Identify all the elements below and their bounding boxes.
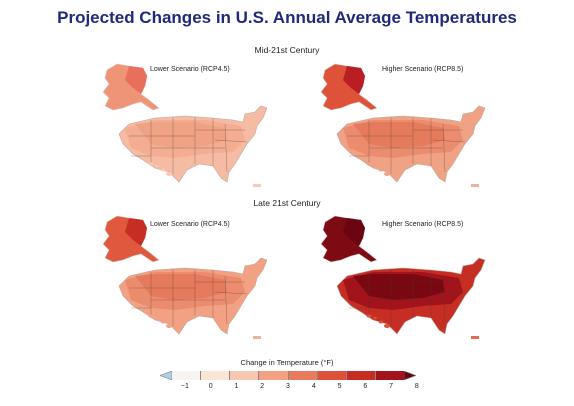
legend-color-bar [172, 371, 404, 380]
legend-swatch [230, 371, 260, 380]
legend-ticks: −1 0 1 2 3 4 5 6 7 8 [172, 383, 419, 395]
hawaii-island [373, 316, 377, 320]
conus-group [336, 257, 486, 335]
legend-swatch [375, 371, 404, 380]
state-border [432, 291, 466, 295]
hawaii-island [160, 168, 166, 172]
map-group [102, 63, 268, 187]
hawaii-island [378, 168, 384, 172]
hawaii-island [166, 324, 172, 328]
state-border [214, 291, 248, 295]
legend-arrow-left-icon [160, 371, 172, 380]
legend-tick-label: 0 [208, 383, 213, 390]
state-border [442, 123, 446, 173]
puerto-rico [253, 336, 261, 339]
hawaii-island [155, 164, 159, 168]
hawaii-island [366, 314, 372, 318]
scenario-label: Higher Scenario (RCP8.5) [382, 221, 464, 228]
section-label-mid-century: Mid-21st Century [254, 45, 320, 55]
hawaii-island [148, 162, 154, 166]
conus-temperature-band [353, 274, 445, 300]
state-border [224, 275, 228, 325]
legend-tick-label: 5 [337, 383, 342, 390]
conus-group [118, 257, 268, 335]
hawaii-island [160, 320, 166, 324]
alaska-warm-zone [343, 66, 365, 94]
conus-temperature-band [135, 122, 227, 148]
legend-arrow-right-icon [404, 371, 416, 380]
hawaii-island [373, 164, 377, 168]
temperature-legend: −1 0 1 2 3 4 5 6 7 8 [160, 371, 419, 401]
legend-swatch [288, 371, 318, 380]
section-label-late-century: Late 21st Century [253, 198, 321, 208]
conus-temperature-band [353, 122, 445, 148]
hawaii-island [155, 316, 159, 320]
hawaii-island [384, 172, 390, 176]
scenario-label: Lower Scenario (RCP4.5) [150, 66, 230, 73]
hawaii-island [148, 314, 154, 318]
puerto-rico [471, 336, 479, 339]
hawaii-island [366, 162, 372, 166]
legend-tick-label: −1 [180, 383, 189, 390]
map-group [320, 63, 486, 187]
map-panel-mid-lower: Lower Scenario (RCP4.5) [90, 56, 350, 196]
legend-swatch [201, 371, 231, 380]
alaska-warm-zone [343, 218, 365, 246]
hawaii-island [166, 172, 172, 176]
us-temperature-map [102, 215, 268, 339]
legend-swatch [259, 371, 289, 380]
legend-tick-label: 8 [414, 383, 419, 390]
conus-temperature-band [135, 274, 227, 300]
map-group [320, 215, 486, 339]
legend-tick-label: 6 [363, 383, 368, 390]
map-group [102, 215, 268, 339]
legend-tick-label: 3 [286, 383, 290, 390]
legend-tick-label: 7 [389, 383, 394, 390]
state-border [442, 275, 446, 325]
map-panel-mid-higher: Higher Scenario (RCP8.5) [308, 56, 568, 196]
hawaii-island [384, 324, 390, 328]
legend-title: Change in Temperature (°F) [240, 358, 334, 367]
map-panel-late-higher: Higher Scenario (RCP8.5) [308, 208, 568, 348]
state-border [214, 139, 248, 143]
us-temperature-map [102, 63, 268, 187]
us-temperature-map [320, 63, 486, 187]
hawaii-island [378, 320, 384, 324]
legend-tick-label: 2 [260, 383, 265, 390]
state-border [432, 139, 466, 143]
alaska-warm-zone [125, 66, 147, 94]
state-border [224, 123, 228, 173]
us-temperature-map [320, 215, 486, 339]
puerto-rico [253, 184, 261, 187]
conus-group [118, 105, 268, 183]
puerto-rico [471, 184, 479, 187]
alaska-warm-zone [125, 218, 147, 246]
page-title: Projected Changes in U.S. Annual Average… [57, 8, 517, 27]
map-panel-late-lower: Lower Scenario (RCP4.5) [90, 208, 350, 348]
conus-group [336, 105, 486, 183]
legend-swatch [346, 371, 376, 380]
scenario-label: Higher Scenario (RCP8.5) [382, 66, 464, 73]
scenario-label: Lower Scenario (RCP4.5) [150, 221, 230, 228]
legend-tick-label: 4 [311, 383, 316, 390]
legend-swatch [317, 371, 347, 380]
legend-tick-label: 1 [234, 383, 239, 390]
legend-swatch [172, 371, 202, 380]
